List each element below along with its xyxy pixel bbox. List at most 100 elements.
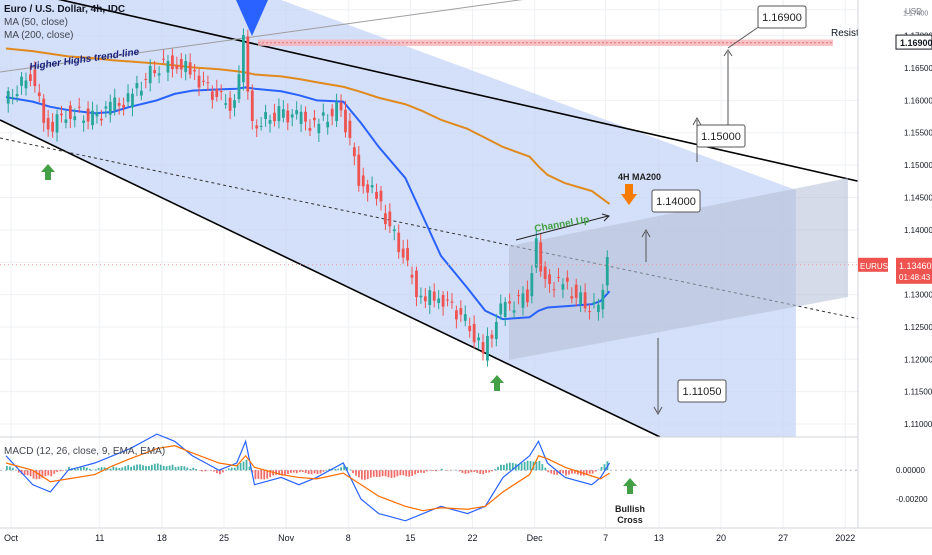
candle-body — [344, 110, 347, 133]
candle-body — [131, 94, 134, 108]
candle-body — [402, 249, 405, 258]
candle-body — [415, 271, 418, 297]
macd-histogram-bar — [405, 470, 407, 476]
macd-histogram-bar — [432, 470, 434, 471]
candle-body — [207, 82, 210, 83]
macd-legend[interactable]: MACD (12, 26, close, 9, EMA, EMA) — [4, 446, 165, 457]
candle-body — [526, 290, 529, 303]
macd-histogram-bar — [166, 466, 168, 470]
macd-histogram-bar — [376, 470, 378, 477]
macd-histogram-bar — [388, 470, 390, 477]
macd-histogram-bar — [408, 470, 410, 476]
macd-histogram-bar — [485, 470, 487, 473]
candle-body — [544, 267, 547, 279]
macd-histogram-bar — [598, 470, 600, 471]
candle-body — [104, 106, 107, 108]
macd-histogram-bar — [56, 470, 58, 472]
resistance-price-tag: 1.16900 — [896, 35, 932, 49]
candle-body — [211, 91, 214, 99]
target-callout: 1.16900 — [758, 6, 806, 28]
macd-histogram-bar — [402, 470, 404, 475]
callout-label: 1.11050 — [683, 386, 722, 398]
symbol-tag-label: EURUSD — [860, 262, 894, 271]
time-tick-label: 7 — [603, 533, 608, 543]
candle — [242, 28, 245, 90]
macd-histogram-bar — [181, 466, 183, 470]
macd-histogram-bar — [6, 466, 8, 470]
candle-body — [51, 122, 54, 132]
ma50-legend[interactable]: MA (50, close) — [4, 17, 68, 28]
macd-histogram-bar — [80, 467, 82, 470]
macd-histogram-bar — [547, 470, 549, 472]
macd-histogram-bar — [465, 470, 467, 474]
candle-body — [442, 295, 445, 307]
candle-body — [78, 107, 81, 108]
candle-body — [167, 61, 170, 72]
candle-body — [82, 121, 85, 123]
candle-body — [269, 120, 272, 124]
candle-body — [437, 298, 440, 303]
candle-body — [464, 314, 467, 321]
macd-histogram-bar — [441, 469, 443, 470]
candle-body — [60, 114, 63, 116]
callout-label: 1.15000 — [701, 131, 741, 143]
candle-body — [362, 175, 365, 186]
macd-histogram-bar — [553, 470, 555, 474]
macd-histogram-bar — [468, 470, 470, 473]
macd-histogram-bar — [240, 463, 242, 470]
macd-histogram-bar — [30, 470, 32, 476]
candle-body — [65, 119, 68, 123]
candle-body — [353, 147, 356, 156]
macd-histogram-bar — [601, 467, 603, 470]
macd-histogram-bar — [364, 470, 366, 480]
candle-body — [570, 296, 573, 298]
target-callout: 1.15000 — [697, 125, 745, 147]
ma200-legend[interactable]: MA (200, close) — [4, 30, 73, 41]
macd-histogram-bar — [213, 470, 215, 471]
cross-label: Cross — [617, 515, 643, 525]
price-tick-label: 1.14000 — [904, 226, 932, 235]
candle-body — [557, 277, 560, 278]
macd-histogram-bar — [323, 470, 325, 472]
macd-histogram-bar — [399, 470, 401, 475]
time-tick-label: Dec — [527, 533, 544, 543]
time-tick-label: 22 — [467, 533, 477, 543]
macd-histogram-bar — [539, 461, 541, 470]
macd-histogram-bar — [154, 464, 156, 470]
macd-histogram-bar — [115, 467, 117, 470]
candle-body — [477, 338, 480, 341]
candle-body — [384, 213, 387, 224]
macd-histogram-bar — [121, 467, 123, 470]
target-callout: 1.11050 — [678, 380, 726, 402]
macd-histogram-bar — [494, 469, 496, 470]
candle-body — [433, 292, 436, 301]
candle-body — [278, 106, 281, 121]
macd-histogram-bar — [77, 468, 79, 470]
macd-tick-label: 0.00000 — [896, 466, 925, 475]
candle-body — [56, 114, 59, 132]
macd-histogram-bar — [530, 461, 532, 470]
candle-body — [109, 102, 112, 115]
macd-histogram-bar — [473, 470, 475, 472]
price-tick-label: 1.17400 — [903, 11, 928, 18]
bullish-label: Bullish — [615, 504, 645, 514]
macd-histogram-bar — [62, 470, 64, 471]
macd-histogram-bar — [367, 470, 369, 479]
macd-histogram-bar — [145, 466, 147, 470]
candle-body — [406, 248, 409, 260]
candle-body — [220, 91, 223, 92]
macd-histogram-bar — [397, 470, 399, 476]
macd-histogram-bar — [417, 470, 419, 473]
macd-histogram-bar — [98, 468, 100, 470]
symbol-legend[interactable]: Euro / U.S. Dollar, 4h, IDC — [4, 4, 125, 15]
macd-histogram-bar — [299, 470, 301, 472]
macd-histogram-bar — [592, 470, 594, 473]
candle-body — [459, 308, 462, 315]
candle-body — [73, 116, 76, 120]
candle-body — [158, 73, 161, 75]
price-tick-label: 1.11000 — [904, 420, 932, 429]
macd-histogram-bar — [305, 470, 307, 473]
time-tick-label: 15 — [405, 533, 415, 543]
